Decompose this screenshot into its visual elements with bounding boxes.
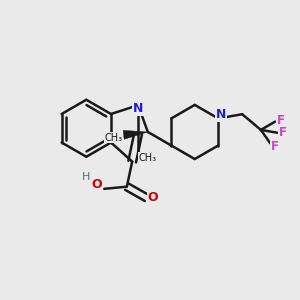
Text: F: F [278, 126, 286, 139]
Text: CH₃: CH₃ [138, 153, 156, 163]
Text: H: H [82, 172, 90, 182]
Text: CH₃: CH₃ [104, 133, 122, 143]
Text: O: O [147, 191, 158, 204]
Text: F: F [277, 114, 284, 127]
Text: O: O [92, 178, 102, 191]
Text: N: N [216, 108, 226, 121]
Polygon shape [123, 130, 148, 139]
Text: N: N [133, 102, 143, 115]
Text: F: F [271, 140, 279, 154]
